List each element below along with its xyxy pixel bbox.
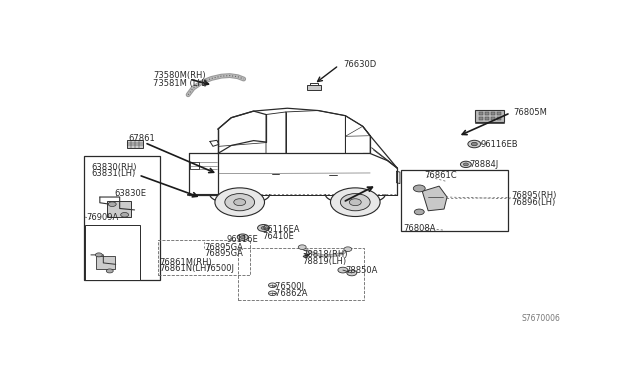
Circle shape bbox=[347, 270, 356, 276]
Text: 76895GA: 76895GA bbox=[204, 243, 243, 252]
Text: 76861C: 76861C bbox=[425, 171, 458, 180]
Bar bbox=[307, 85, 321, 90]
Bar bbox=[484, 112, 489, 115]
Text: S7670006: S7670006 bbox=[521, 314, 560, 323]
Circle shape bbox=[298, 245, 306, 250]
Bar bbox=[497, 117, 500, 120]
Bar bbox=[158, 240, 250, 275]
Text: 76410E: 76410E bbox=[262, 232, 294, 241]
Text: 96116EB: 96116EB bbox=[481, 140, 518, 149]
Bar bbox=[84, 156, 161, 280]
Text: 78819(LH): 78819(LH) bbox=[302, 257, 346, 266]
Circle shape bbox=[468, 140, 481, 148]
Text: -76862A: -76862A bbox=[273, 289, 308, 298]
Text: 63830(RH): 63830(RH) bbox=[91, 163, 136, 172]
Circle shape bbox=[338, 267, 348, 273]
Text: 76861M(RH): 76861M(RH) bbox=[159, 258, 212, 267]
Circle shape bbox=[108, 202, 116, 206]
Text: 78884J: 78884J bbox=[469, 160, 499, 169]
Bar bbox=[479, 117, 483, 120]
Circle shape bbox=[95, 253, 102, 257]
Text: 73580M(RH): 73580M(RH) bbox=[154, 71, 206, 80]
Text: 73581M (LH): 73581M (LH) bbox=[154, 78, 207, 87]
Circle shape bbox=[225, 193, 255, 211]
Text: 96116EA: 96116EA bbox=[262, 225, 300, 234]
Text: 76630D: 76630D bbox=[343, 60, 376, 68]
Bar bbox=[491, 112, 495, 115]
Circle shape bbox=[121, 212, 129, 217]
Circle shape bbox=[240, 236, 245, 238]
Circle shape bbox=[344, 247, 352, 251]
Bar bbox=[85, 225, 140, 280]
Circle shape bbox=[471, 142, 477, 146]
Circle shape bbox=[414, 209, 424, 215]
Text: -76500J: -76500J bbox=[273, 282, 305, 291]
Circle shape bbox=[269, 283, 276, 288]
Circle shape bbox=[330, 188, 380, 217]
Circle shape bbox=[463, 163, 468, 166]
Bar bbox=[479, 112, 483, 115]
Bar bbox=[127, 140, 143, 148]
Bar bbox=[401, 170, 508, 231]
Circle shape bbox=[269, 291, 276, 296]
Text: 76861N(LH): 76861N(LH) bbox=[159, 264, 210, 273]
Circle shape bbox=[340, 193, 370, 211]
Bar bbox=[96, 256, 115, 269]
Text: 76500J: 76500J bbox=[205, 264, 234, 273]
Text: 78818(RH): 78818(RH) bbox=[302, 250, 348, 259]
Circle shape bbox=[460, 161, 471, 167]
Circle shape bbox=[257, 225, 269, 231]
Circle shape bbox=[261, 227, 266, 230]
Circle shape bbox=[349, 199, 361, 206]
Text: 67861: 67861 bbox=[129, 134, 156, 143]
Bar bbox=[484, 117, 489, 120]
Text: 76896(LH): 76896(LH) bbox=[511, 198, 556, 207]
Text: 76909A: 76909A bbox=[86, 212, 118, 222]
Text: 63831(LH): 63831(LH) bbox=[91, 169, 135, 178]
Text: 76895(RH): 76895(RH) bbox=[511, 191, 557, 201]
Circle shape bbox=[237, 234, 248, 240]
Circle shape bbox=[106, 269, 113, 273]
Bar bbox=[237, 248, 364, 300]
Bar bbox=[491, 117, 495, 120]
Text: 76808A: 76808A bbox=[403, 224, 436, 233]
Circle shape bbox=[234, 199, 246, 206]
Text: 96116E: 96116E bbox=[227, 235, 258, 244]
Circle shape bbox=[215, 188, 264, 217]
Polygon shape bbox=[422, 186, 447, 211]
Text: 76805M: 76805M bbox=[513, 108, 547, 117]
Text: 63830E: 63830E bbox=[115, 189, 147, 198]
Circle shape bbox=[413, 185, 425, 192]
Text: 78850A: 78850A bbox=[346, 266, 378, 275]
Text: 76895GA: 76895GA bbox=[204, 249, 243, 258]
Bar bbox=[476, 110, 504, 122]
Bar bbox=[497, 112, 500, 115]
Bar bbox=[108, 201, 131, 217]
